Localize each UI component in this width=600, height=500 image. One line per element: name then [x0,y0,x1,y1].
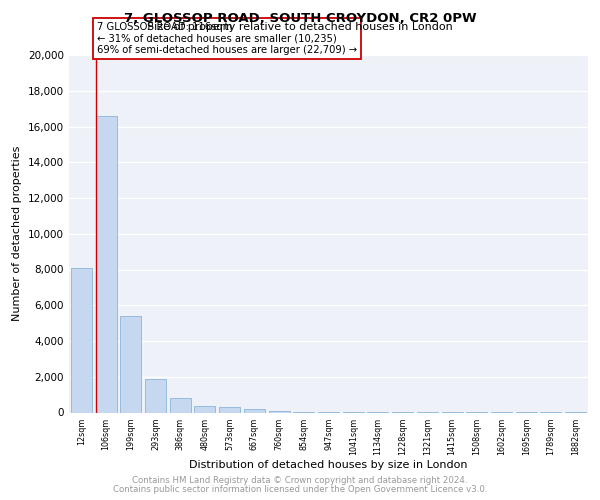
Text: 7 GLOSSOP ROAD: 116sqm
← 31% of detached houses are smaller (10,235)
69% of semi: 7 GLOSSOP ROAD: 116sqm ← 31% of detached… [97,22,357,55]
Bar [170,398,191,412]
Text: Contains public sector information licensed under the Open Government Licence v3: Contains public sector information licen… [113,485,487,494]
X-axis label: Distribution of detached houses by size in London: Distribution of detached houses by size … [189,460,468,470]
Text: Size of property relative to detached houses in London: Size of property relative to detached ho… [147,22,453,32]
Text: Contains HM Land Registry data © Crown copyright and database right 2024.: Contains HM Land Registry data © Crown c… [132,476,468,485]
Bar [219,408,240,412]
Bar [145,380,166,412]
Bar [71,268,92,412]
Bar [95,116,116,412]
Y-axis label: Number of detached properties: Number of detached properties [13,146,22,322]
Text: 7, GLOSSOP ROAD, SOUTH CROYDON, CR2 0PW: 7, GLOSSOP ROAD, SOUTH CROYDON, CR2 0PW [124,12,476,26]
Bar [244,409,265,412]
Bar [120,316,141,412]
Bar [194,406,215,412]
